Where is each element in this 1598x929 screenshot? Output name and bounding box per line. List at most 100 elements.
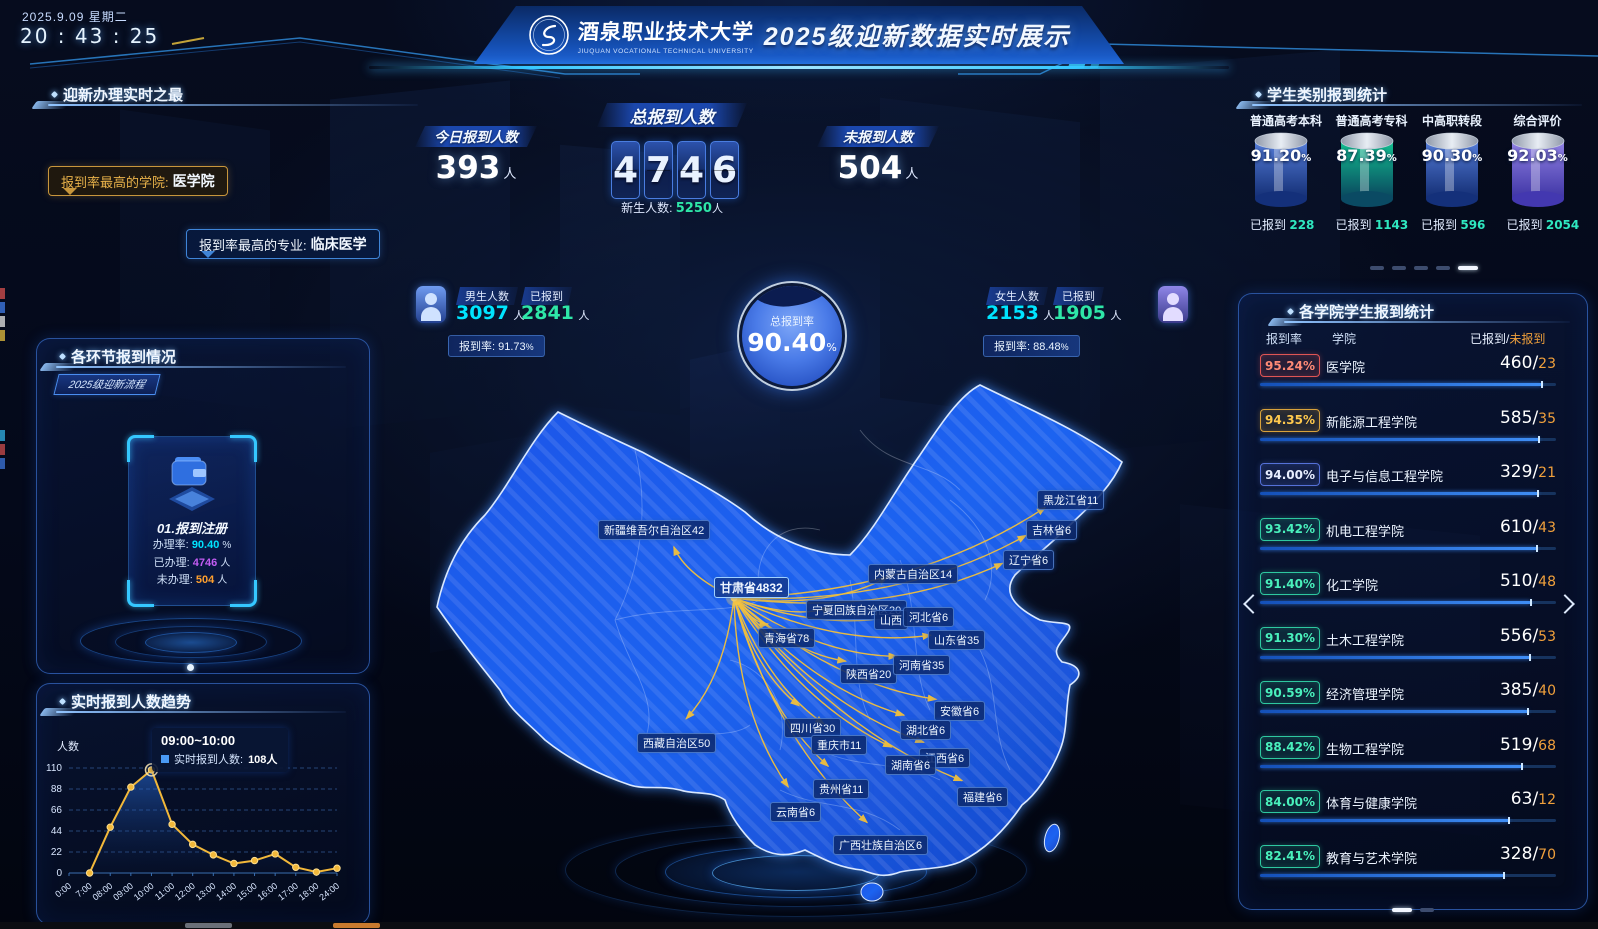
page-title: 2025级迎新数据实时展示 [763, 23, 1071, 51]
college-bar-fill [1260, 383, 1542, 386]
college-bar-track [1260, 599, 1556, 606]
college-bar-fill [1260, 710, 1529, 713]
battery-pct: 91.20% [1250, 146, 1312, 165]
province-marker-黑龙江省[interactable]: 黑龙江省11 [1037, 490, 1105, 510]
province-marker-青海省[interactable]: 青海省78 [758, 628, 816, 648]
province-marker-内蒙古自治区[interactable]: 内蒙古自治区14 [868, 564, 959, 584]
battery-普通高考本科: 普通高考本科 91.20% 已报到 228 [1250, 112, 1323, 233]
svg-text:0:00: 0:00 [53, 881, 73, 900]
college-bar-fill [1260, 655, 1531, 659]
college-name: 电子与信息工程学院 [1326, 469, 1444, 484]
college-page-dash-0[interactable] [1392, 907, 1412, 912]
college-name: 机电工程学院 [1326, 523, 1405, 539]
header-date: 2025.9.09 星期二 [22, 10, 128, 24]
trend-panel-underline [56, 711, 346, 713]
best-college-label: 报到率最高的学院: [61, 174, 169, 190]
battery-reported: 已报到 228 [1250, 218, 1315, 232]
battery-name: 普通高考本科 [1250, 114, 1323, 128]
province-marker-河南省[interactable]: 河南省35 [893, 655, 951, 675]
province-marker-新疆维吾尔自治区[interactable]: 新疆维吾尔自治区42 [598, 520, 711, 540]
category-page-dash-1[interactable] [1392, 265, 1406, 270]
province-marker-云南省[interactable]: 云南省6 [770, 802, 822, 822]
province-marker-陕西省[interactable]: 陕西省20 [840, 664, 898, 684]
college-row-电子与信息工程学院[interactable]: 94.00% 电子与信息工程学院 329/21 [1256, 461, 1562, 507]
college-row-新能源工程学院[interactable]: 94.35% 新能源工程学院 585/35 [1256, 407, 1562, 453]
province-marker-广西壮族自治区[interactable]: 广西壮族自治区6 [833, 835, 929, 855]
college-counts: 510/48 [1499, 571, 1556, 591]
college-name: 化工学院 [1326, 578, 1379, 593]
category-page-dash-0[interactable] [1370, 265, 1384, 270]
province-marker-福建省[interactable]: 福建省6 [957, 787, 1009, 807]
male-reported-label: 已报到 [521, 287, 572, 305]
gauge-label: 总报到率 [770, 316, 814, 328]
college-row-体育与健康学院[interactable]: 84.00% 体育与健康学院 63/12 [1256, 788, 1562, 834]
college-pagination[interactable] [1388, 901, 1438, 919]
province-marker-贵州省[interactable]: 贵州省11 [813, 779, 870, 799]
male-count-value: 3097 人 [456, 302, 525, 324]
province-marker-辽宁省[interactable]: 辽宁省6 [1003, 550, 1055, 570]
college-bar-fill [1260, 492, 1539, 495]
svg-text:17:00: 17:00 [276, 881, 300, 903]
college-rate-badge: 91.40% [1260, 572, 1320, 595]
category-page-dash-2[interactable] [1414, 265, 1428, 270]
college-rate-badge: 84.00% [1260, 790, 1320, 813]
college-page-dash-1[interactable] [1420, 907, 1434, 912]
college-bar-marker [1520, 762, 1523, 770]
category-panel-title: 学生类别报到统计 [1256, 84, 1387, 105]
province-marker-重庆市[interactable]: 重庆市11 [811, 735, 868, 755]
total-count-band: 总报到人数 [597, 103, 747, 127]
scrollbar-thumb-orange[interactable] [333, 923, 380, 928]
svg-text:10:00: 10:00 [132, 881, 156, 903]
process-flow-tab[interactable]: 2025级迎新流程 [53, 374, 161, 395]
province-marker-四川省[interactable]: 四川省30 [784, 718, 842, 738]
male-reported-value: 2841 人 [521, 302, 590, 324]
college-rate-badge: 90.59% [1260, 681, 1320, 704]
province-marker-吉林省[interactable]: 吉林省6 [1026, 520, 1078, 540]
college-panel-title: 各学院学生报到统计 [1288, 301, 1434, 322]
college-row-医学院[interactable]: 95.24% 医学院 460/23 [1256, 352, 1562, 398]
province-marker-湖北省[interactable]: 湖北省6 [900, 720, 952, 740]
process-step-title: 01.报到注册 [156, 521, 228, 536]
svg-text:15:00: 15:00 [235, 881, 259, 903]
college-row-教育与艺术学院[interactable]: 82.41% 教育与艺术学院 328/70 [1256, 843, 1562, 889]
today-count-band: 今日报到人数 [415, 126, 537, 147]
province-marker-山东省[interactable]: 山东省35 [928, 630, 986, 650]
process-step-card[interactable]: 01.报到注册 办理率: 90.40 % 已办理: 4746 人 未办理: 50… [127, 435, 257, 607]
scrollbar-thumb-gray[interactable] [185, 923, 232, 928]
female-rate-pill: 报到率: 88.48% [983, 335, 1080, 357]
province-marker-甘肃省[interactable]: 甘肃省4832 [714, 577, 789, 598]
svg-text:16:00: 16:00 [255, 881, 279, 903]
female-count-label: 女生人数 [986, 287, 1048, 305]
college-bar-track [1260, 653, 1556, 661]
battery-综合评价: 综合评价 92.03% 已报到 2054 [1507, 112, 1580, 233]
category-page-dash-3[interactable] [1436, 265, 1450, 270]
college-row-化工学院[interactable]: 91.40% 化工学院 510/48 [1256, 570, 1562, 616]
province-marker-西藏自治区[interactable]: 西藏自治区50 [637, 733, 717, 753]
not-reported-value: 504 人 [837, 150, 919, 186]
college-bar-marker [1538, 435, 1541, 443]
province-marker-安徽省[interactable]: 安徽省6 [934, 701, 986, 721]
bottom-scrollbar[interactable] [0, 922, 1598, 929]
college-row-经济管理学院[interactable]: 90.59% 经济管理学院 385/40 [1256, 679, 1562, 725]
college-bar-track [1260, 708, 1556, 715]
college-counts: 556/53 [1499, 625, 1556, 646]
college-bar-track [1260, 544, 1556, 552]
total-digit-3: 6 [710, 141, 739, 199]
college-bar-marker [1502, 871, 1505, 879]
college-row-土木工程学院[interactable]: 91.30% 土木工程学院 556/53 [1256, 625, 1562, 671]
china-map: 新疆维吾尔自治区42 西藏自治区50 青海省78 甘肃省4832 内蒙古自治区14 宁夏回… [430, 370, 1160, 915]
process-undone-row: 未办理: 504 人 [156, 574, 228, 587]
college-bar-marker [1540, 381, 1543, 388]
college-row-机电工程学院[interactable]: 93.42% 机电工程学院 610/43 [1256, 516, 1562, 562]
svg-text:0: 0 [56, 868, 62, 879]
province-marker-河北省[interactable]: 河北省6 [903, 607, 955, 627]
college-row-生物工程学院[interactable]: 88.42% 生物工程学院 519/68 [1256, 734, 1562, 780]
province-marker-湖南省[interactable]: 湖南省6 [885, 755, 937, 775]
category-page-dash-4[interactable] [1458, 265, 1478, 270]
category-pagination[interactable] [1366, 259, 1482, 277]
svg-text:44: 44 [51, 826, 63, 837]
college-bar-track [1260, 381, 1556, 388]
college-name: 土木工程学院 [1326, 632, 1405, 648]
college-counts: 610/43 [1499, 516, 1556, 537]
total-digit-2: 4 [677, 141, 706, 199]
